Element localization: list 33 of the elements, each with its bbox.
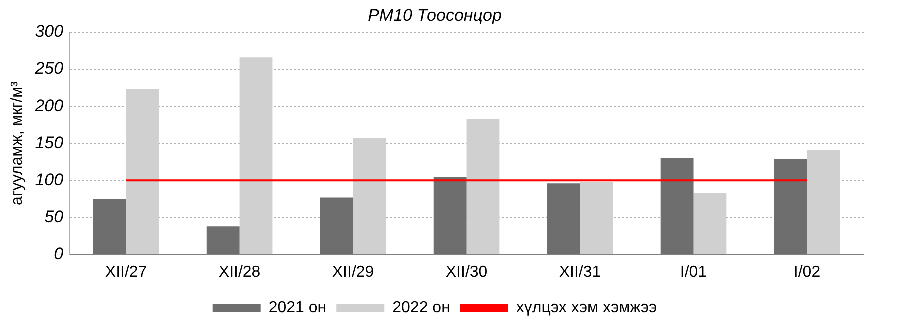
- bar: [93, 199, 126, 254]
- bar: [807, 150, 840, 254]
- x-tick-label: XII/30: [446, 264, 488, 281]
- y-tick-label: 300: [35, 22, 64, 42]
- bar: [694, 193, 727, 254]
- bar: [434, 176, 467, 254]
- legend-label: 2021 он: [268, 299, 327, 316]
- y-axis-title: агууламж, мкг/м³: [9, 81, 26, 206]
- x-tick-label: XII/31: [559, 264, 602, 281]
- bar: [580, 182, 614, 254]
- x-tick-label: I/01: [680, 264, 708, 281]
- y-tick-label: 250: [34, 59, 64, 78]
- y-tick-label: 150: [35, 133, 64, 152]
- legend-label: 2022 он: [392, 299, 450, 316]
- y-tick-label: 0: [54, 244, 64, 264]
- legend-label: хүлцэх хэм хэмжээ: [516, 299, 658, 316]
- x-tick-label: XII/28: [218, 264, 261, 281]
- x-tick-label: XII/27: [105, 264, 148, 281]
- bar: [547, 184, 580, 254]
- bar: [206, 226, 240, 254]
- bar: [660, 158, 694, 254]
- x-tick-label: XII/29: [332, 264, 374, 281]
- chart-title: PM10 Тоосонцор: [368, 6, 502, 25]
- bar: [320, 198, 354, 254]
- bar: [774, 159, 808, 254]
- bar: [240, 58, 273, 254]
- bar: [466, 119, 500, 254]
- y-tick-label: 50: [44, 207, 64, 226]
- x-tick-label: I/02: [794, 264, 821, 281]
- bar: [126, 89, 160, 254]
- y-tick-label: 100: [35, 170, 64, 190]
- bar: [353, 138, 386, 254]
- y-tick-label: 200: [34, 96, 64, 116]
